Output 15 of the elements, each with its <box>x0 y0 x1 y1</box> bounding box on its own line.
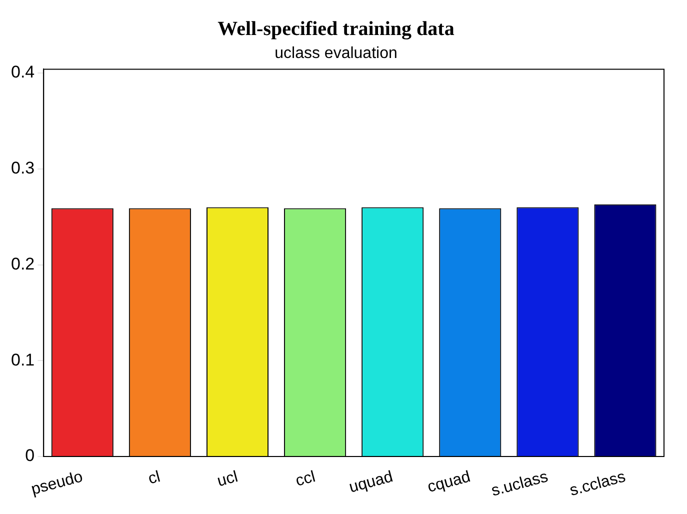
chart-subtitle: uclass evaluation <box>274 45 398 62</box>
y-tick-label: 0.1 <box>10 350 35 370</box>
x-tick-label: uquad <box>347 468 395 496</box>
x-tick-label: cquad <box>426 468 472 496</box>
x-tick-label: ccl <box>294 468 318 490</box>
y-tick-label: 0 <box>25 446 35 466</box>
y-tick-label: 0.3 <box>10 158 35 178</box>
y-tick-label: 0.4 <box>10 62 35 82</box>
y-tick-label: 0.2 <box>10 254 35 274</box>
x-tick-label: s.cclass <box>568 468 628 500</box>
chart-title: Well-specified training data <box>218 18 454 40</box>
x-tick-label: pseudo <box>29 468 85 498</box>
x-tick-label: s.uclass <box>490 468 550 500</box>
x-tick-label: ucl <box>216 468 240 490</box>
x-tick-label: cl <box>146 468 162 488</box>
